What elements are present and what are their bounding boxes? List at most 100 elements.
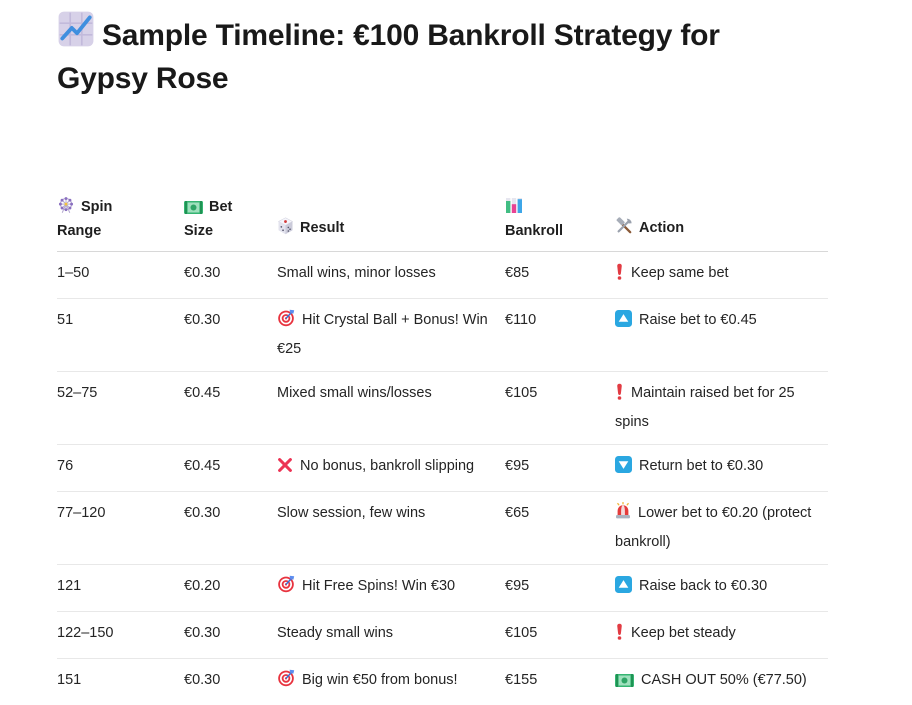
cell-spin-range: 52–75: [57, 380, 184, 406]
down-button-icon: [615, 456, 632, 482]
bet-size-text: €0.45: [184, 385, 221, 401]
table-row: 51 €0.30 Hit Crystal Ball + Bonus! Win €25…: [57, 299, 828, 372]
money-banknote-icon: [615, 670, 634, 696]
cell-result: Hit Free Spins! Win €30: [277, 573, 505, 602]
column-header-label: Result: [300, 220, 345, 236]
table-header-row: Spin Range Bet Size Result Bankroll Acti…: [57, 196, 828, 252]
cell-result: Hit Crystal Ball + Bonus! Win €25: [277, 307, 505, 362]
cell-spin-range: 51: [57, 307, 184, 333]
up-button-icon: [615, 310, 632, 336]
cell-action: Raise bet to €0.45: [615, 307, 828, 336]
police-light-icon: [615, 502, 631, 529]
result-text: Hit Crystal Ball + Bonus! Win €25: [277, 312, 488, 357]
bankroll-text: €95: [505, 578, 530, 594]
cell-result: Steady small wins: [277, 620, 505, 646]
cell-result: No bonus, bankroll slipping: [277, 453, 505, 482]
money-banknote-icon: [184, 200, 203, 221]
chart-increasing-icon: [57, 10, 95, 59]
bet-size-text: €0.30: [184, 265, 221, 281]
game-die-icon: [277, 217, 294, 242]
bet-size-text: €0.30: [184, 672, 221, 688]
action-text: Keep same bet: [631, 265, 729, 281]
column-header-result: Result: [277, 217, 505, 242]
cell-bankroll: €105: [505, 380, 615, 406]
bet-size-text: €0.45: [184, 458, 221, 474]
column-header-label: Spin Range: [57, 199, 113, 239]
bet-size-text: €0.20: [184, 578, 221, 594]
cell-action: Keep bet steady: [615, 620, 828, 649]
action-text: Return bet to €0.30: [639, 458, 764, 474]
table-row: 122–150 €0.30 Steady small wins €105 Keep be…: [57, 612, 828, 659]
result-text: Steady small wins: [277, 625, 394, 641]
column-header-label: Bankroll: [505, 223, 564, 239]
red-exclamation-icon: [615, 623, 624, 649]
cell-bet-size: €0.30: [184, 620, 277, 646]
cell-result: Slow session, few wins: [277, 500, 505, 526]
cell-result: Mixed small wins/losses: [277, 380, 505, 406]
bar-chart-icon: [505, 196, 523, 221]
spin-range-text: 151: [57, 672, 82, 688]
cross-mark-icon: [277, 456, 293, 482]
cell-action: Keep same bet: [615, 260, 828, 289]
cell-bankroll: €95: [505, 453, 615, 479]
column-header-action: Action: [615, 217, 828, 242]
target-icon: [277, 575, 295, 602]
page-title: Sample Timeline: €100 Bankroll Strategy …: [57, 10, 725, 99]
bet-size-text: €0.30: [184, 312, 221, 328]
spin-range-text: 1–50: [57, 265, 90, 281]
cell-spin-range: 122–150: [57, 620, 184, 646]
page-title-text: Sample Timeline: €100 Bankroll Strategy …: [57, 19, 720, 95]
bankroll-text: €155: [505, 672, 538, 688]
action-text: CASH OUT 50% (€77.50): [641, 672, 807, 688]
action-text: Raise bet to €0.45: [639, 312, 757, 328]
cell-action: Return bet to €0.30: [615, 453, 828, 482]
bet-size-text: €0.30: [184, 625, 221, 641]
action-text: Raise back to €0.30: [639, 578, 768, 594]
table-row: 151 €0.30 Big win €50 from bonus! €155 CASH …: [57, 659, 828, 705]
cell-spin-range: 121: [57, 573, 184, 599]
table-row: 52–75 €0.45 Mixed small wins/losses €105 Mai…: [57, 372, 828, 445]
cell-bet-size: €0.30: [184, 667, 277, 693]
result-text: Slow session, few wins: [277, 505, 426, 521]
result-text: Hit Free Spins! Win €30: [302, 578, 456, 594]
column-header-bet-size: Bet Size: [184, 197, 277, 242]
spin-range-text: 121: [57, 578, 82, 594]
table-row: 121 €0.20 Hit Free Spins! Win €30 €95 Raise …: [57, 565, 828, 612]
cell-bet-size: €0.45: [184, 380, 277, 406]
cell-bankroll: €110: [505, 307, 615, 333]
hammer-wrench-icon: [615, 217, 633, 242]
cell-action: Raise back to €0.30: [615, 573, 828, 602]
column-header-bankroll: Bankroll: [505, 196, 615, 242]
red-exclamation-icon: [615, 383, 624, 409]
spin-range-text: 122–150: [57, 625, 114, 641]
action-text: Keep bet steady: [631, 625, 736, 641]
spin-range-text: 76: [57, 458, 74, 474]
cell-action: CASH OUT 50% (€77.50): [615, 667, 828, 696]
up-button-icon: [615, 576, 632, 602]
cell-bet-size: €0.30: [184, 307, 277, 333]
cell-bet-size: €0.30: [184, 260, 277, 286]
cell-action: Maintain raised bet for 25 spins: [615, 380, 828, 435]
table-row: 77–120 €0.30 Slow session, few wins €65 Lowe…: [57, 492, 828, 565]
cell-bet-size: €0.45: [184, 453, 277, 479]
cell-bankroll: €95: [505, 573, 615, 599]
cell-spin-range: 76: [57, 453, 184, 479]
spin-range-text: 52–75: [57, 385, 98, 401]
cell-bankroll: €85: [505, 260, 615, 286]
target-icon: [277, 669, 295, 696]
strategy-table: Spin Range Bet Size Result Bankroll Acti…: [57, 196, 828, 705]
column-header-label: Bet Size: [184, 199, 233, 239]
cell-action: Lower bet to €0.20 (protect bankroll): [615, 500, 828, 555]
cell-bet-size: €0.20: [184, 573, 277, 599]
column-header-label: Action: [639, 220, 685, 236]
column-header-spin-range: Spin Range: [57, 196, 184, 242]
table-body: 1–50 €0.30 Small wins, minor losses €85 Keep…: [57, 252, 828, 705]
cell-bankroll: €65: [505, 500, 615, 526]
cell-spin-range: 151: [57, 667, 184, 693]
cell-result: Small wins, minor losses: [277, 260, 505, 286]
result-text: Small wins, minor losses: [277, 265, 436, 281]
bankroll-text: €85: [505, 265, 530, 281]
result-text: Big win €50 from bonus!: [302, 672, 458, 688]
bankroll-text: €95: [505, 458, 530, 474]
